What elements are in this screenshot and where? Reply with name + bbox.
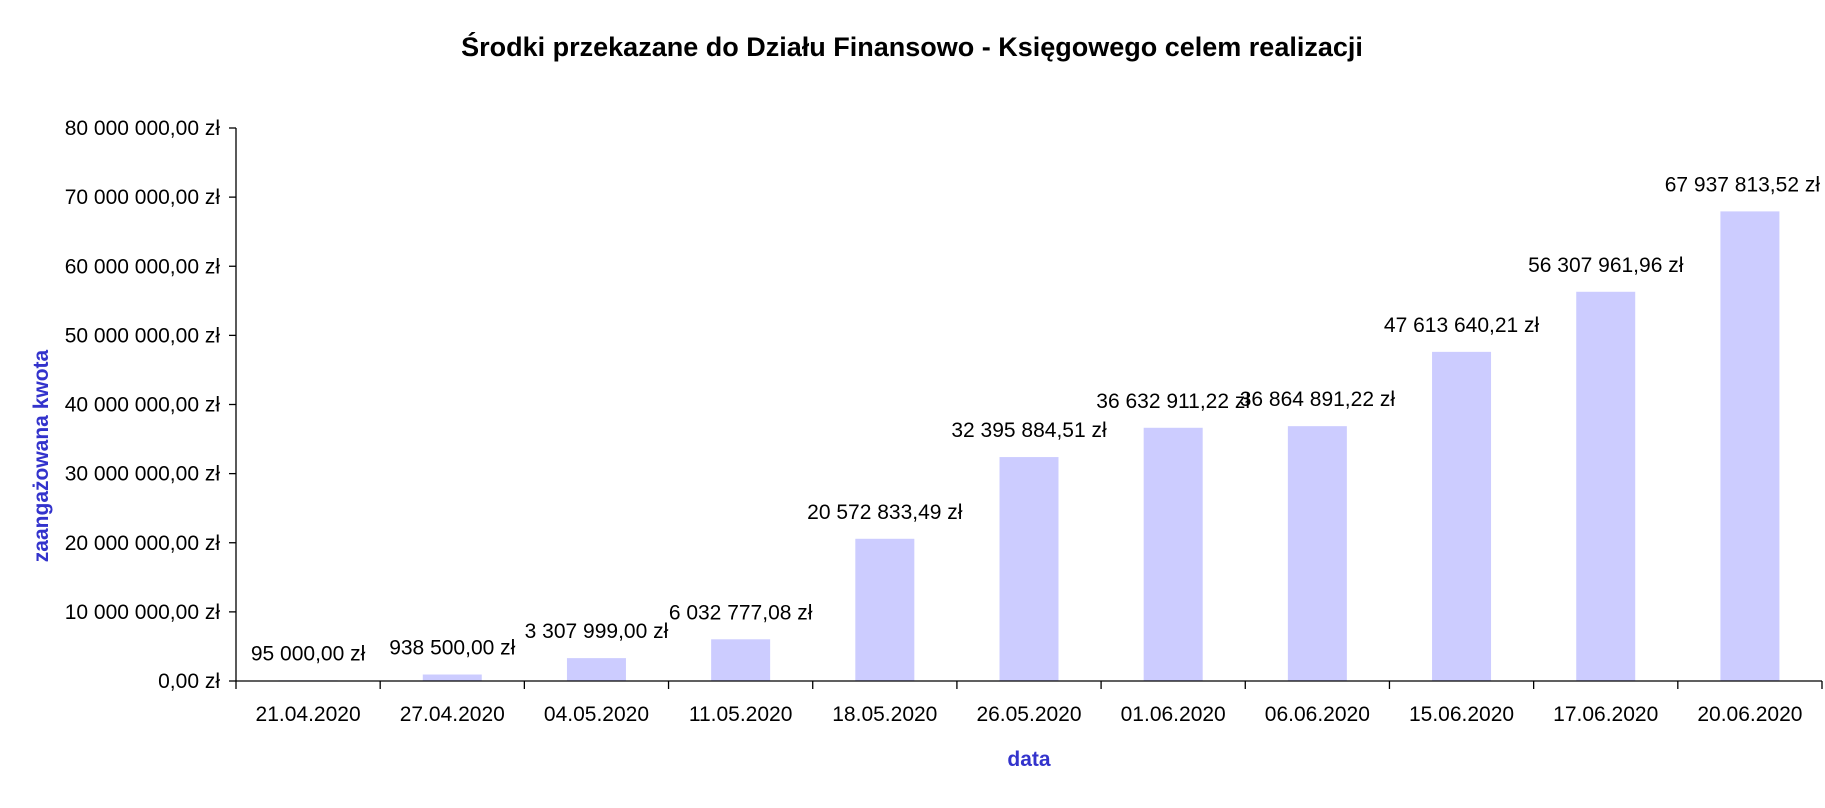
bar — [855, 538, 915, 681]
data-label: 32 395 884,51 zł — [951, 419, 1107, 442]
data-label: 938 500,00 zł — [389, 637, 515, 660]
data-label: 3 307 999,00 zł — [525, 620, 669, 643]
y-axis-title: zaangażowana kwota — [30, 349, 53, 562]
data-label: 36 632 911,22 zł — [1096, 390, 1250, 413]
data-label: 47 613 640,21 zł — [1384, 314, 1540, 337]
data-label: 95 000,00 zł — [251, 642, 366, 665]
data-label: 6 032 777,08 zł — [669, 601, 813, 624]
x-tick-label: 18.05.2020 — [832, 703, 937, 726]
x-tick-label: 01.06.2020 — [1121, 703, 1226, 726]
x-tick-label: 06.06.2020 — [1265, 703, 1370, 726]
data-label: 20 572 833,49 zł — [807, 501, 963, 524]
x-tick-label: 21.04.2020 — [256, 703, 361, 726]
y-tick-label: 20 000 000,00 zł — [65, 532, 221, 555]
x-tick-label: 17.06.2020 — [1553, 703, 1658, 726]
y-tick-label: 70 000 000,00 zł — [65, 186, 221, 209]
bar — [1576, 291, 1636, 681]
bar — [1143, 427, 1203, 681]
data-label: 67 937 813,52 zł — [1665, 173, 1821, 196]
x-tick-label: 27.04.2020 — [400, 703, 505, 726]
data-label: 56 307 961,96 zł — [1528, 254, 1684, 277]
x-tick-label: 15.06.2020 — [1409, 703, 1514, 726]
plot-area: 0,00 zł 10 000 000,00 zł 20 000 000,00 zł 3… — [65, 117, 1823, 726]
y-tick-label: 40 000 000,00 zł — [65, 394, 221, 417]
bar — [1432, 351, 1492, 681]
x-tick-label: 26.05.2020 — [976, 703, 1081, 726]
x-tick-label: 11.05.2020 — [689, 703, 793, 726]
bar — [711, 639, 771, 681]
bar — [566, 658, 626, 681]
data-label: 36 864 891,22 zł — [1240, 388, 1396, 411]
y-tick-label: 50 000 000,00 zł — [65, 324, 221, 347]
y-tick-label: 10 000 000,00 zł — [65, 601, 221, 624]
y-tick-label: 30 000 000,00 zł — [65, 463, 221, 486]
bar — [999, 457, 1059, 681]
y-tick-label: 80 000 000,00 zł — [65, 117, 221, 140]
bar — [1720, 211, 1780, 681]
chart-title: Środki przekazane do Działu Finansowo - … — [461, 31, 1363, 62]
x-tick-label: 04.05.2020 — [544, 703, 649, 726]
y-tick-label: 0,00 zł — [158, 670, 220, 693]
bar — [422, 674, 482, 681]
y-tick-label: 60 000 000,00 zł — [65, 255, 221, 278]
x-axis-title: data — [1007, 748, 1051, 771]
x-tick-label: 20.06.2020 — [1697, 703, 1802, 726]
bar — [1287, 426, 1347, 681]
